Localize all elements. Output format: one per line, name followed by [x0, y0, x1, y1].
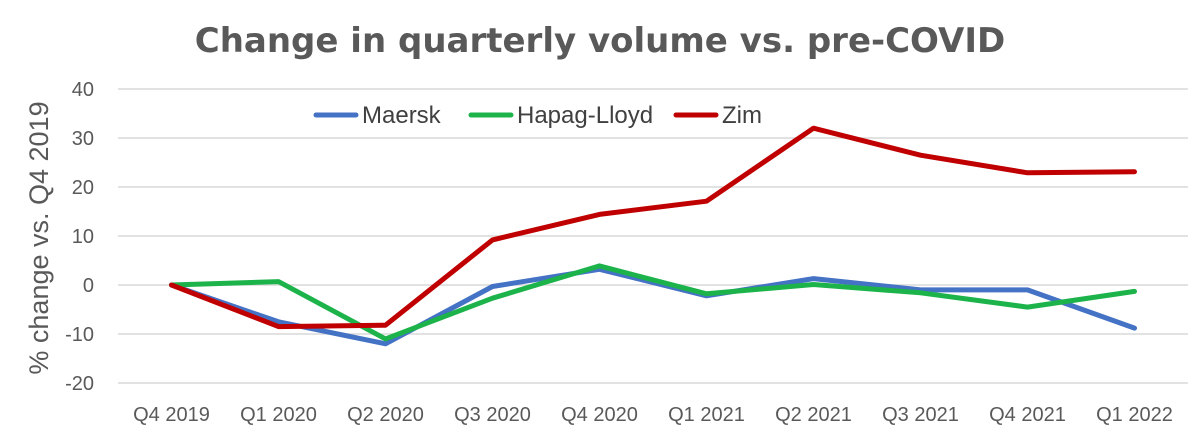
y-axis-ticks: -20 -10 0 10 20 30 40	[65, 79, 94, 395]
legend-label-hapag-lloyd: Hapag-Lloyd	[517, 102, 653, 129]
x-tick-label: Q4 2019	[133, 404, 210, 426]
x-tick-label: Q2 2021	[775, 404, 852, 426]
x-tick-label: Q4 2021	[989, 404, 1066, 426]
y-tick-label: 0	[83, 275, 94, 297]
series-line-hapag-lloyd	[169, 263, 1137, 342]
y-tick-label: 30	[72, 128, 94, 150]
y-tick-label: 40	[72, 79, 94, 101]
series-lines	[169, 125, 1137, 347]
y-tick-label: -10	[65, 324, 94, 346]
x-tick-label: Q1 2022	[1096, 404, 1173, 426]
x-tick-label: Q4 2020	[561, 404, 638, 426]
series-line-zim	[169, 125, 1137, 330]
legend-label-zim: Zim	[722, 102, 762, 129]
x-tick-label: Q3 2020	[454, 404, 531, 426]
x-axis-ticks: Q4 2019 Q1 2020 Q2 2020 Q3 2020 Q4 2020 Q1 20…	[133, 404, 1173, 426]
y-tick-label: 20	[72, 177, 94, 199]
x-tick-label: Q3 2021	[882, 404, 959, 426]
x-tick-label: Q1 2021	[668, 404, 745, 426]
series-line-maersk	[169, 266, 1137, 347]
chart-title: Change in quarterly volume vs. pre-COVID	[195, 21, 1006, 61]
x-tick-label: Q1 2020	[240, 404, 317, 426]
y-axis-label: % change vs. Q4 2019	[24, 101, 54, 374]
x-tick-label: Q2 2020	[347, 404, 424, 426]
y-tick-label: -20	[65, 373, 94, 395]
legend: Maersk Hapag-Lloyd Zim	[313, 102, 762, 129]
gridlines	[118, 88, 1188, 384]
legend-label-maersk: Maersk	[362, 102, 442, 129]
y-tick-label: 10	[72, 226, 94, 248]
